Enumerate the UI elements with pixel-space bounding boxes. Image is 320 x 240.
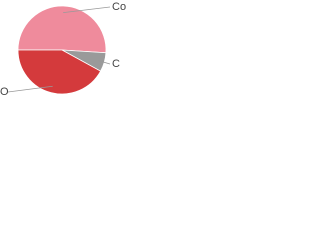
leader-line <box>7 85 53 93</box>
chart: Co C O <box>0 1 126 98</box>
slice-label: C <box>112 58 120 70</box>
pie-slice <box>17 5 107 54</box>
leader-line <box>63 6 111 14</box>
slice-label: Co <box>112 1 126 13</box>
leader-line <box>97 60 111 65</box>
page: {"chart_data": {"type": "pie", "categori… <box>0 0 320 100</box>
pie-slice <box>17 49 102 95</box>
slice-label: O <box>0 86 9 98</box>
